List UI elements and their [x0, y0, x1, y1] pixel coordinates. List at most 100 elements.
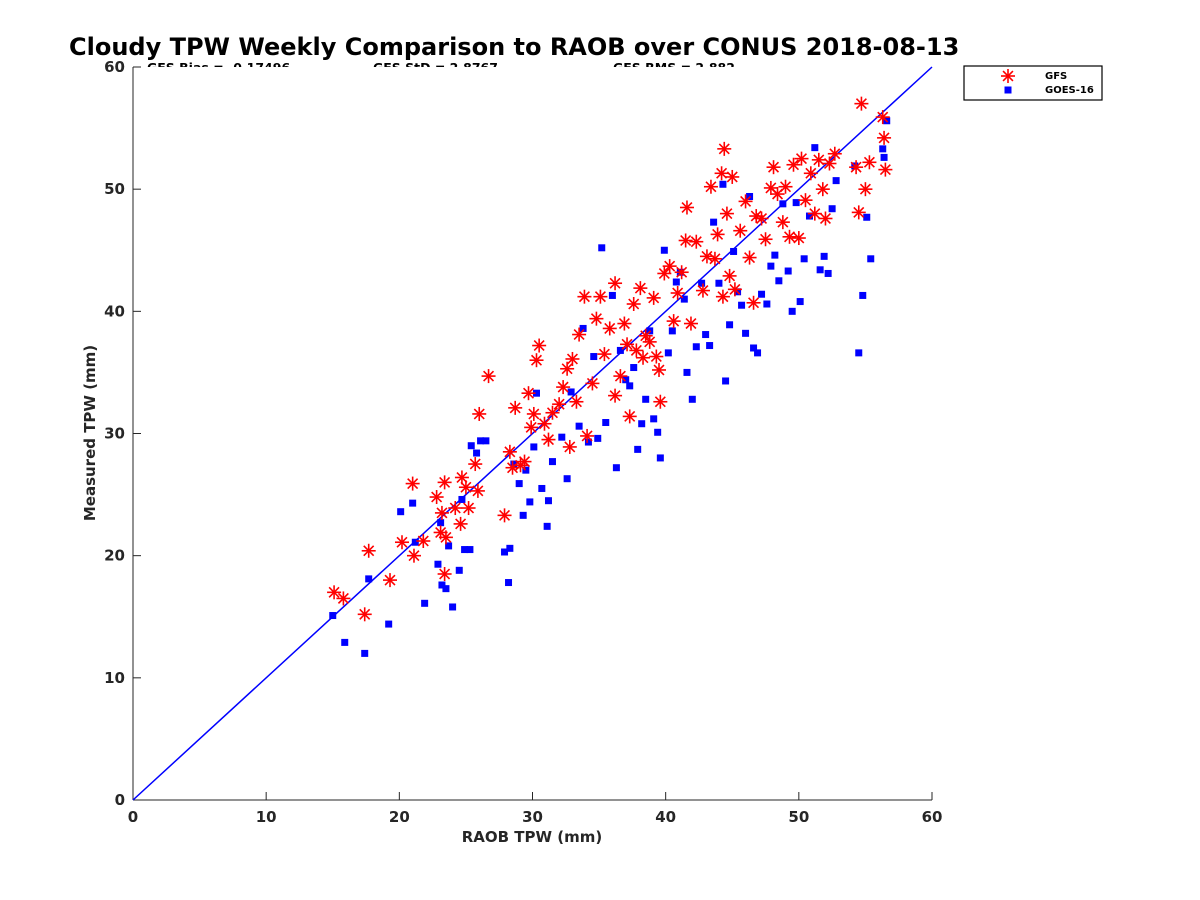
goes16-point — [548, 458, 556, 466]
gfs-point — [405, 476, 420, 491]
goes16-point — [680, 295, 688, 303]
gfs-point — [608, 276, 623, 291]
goes16-point — [530, 443, 538, 451]
y-tick-label: 0 — [115, 791, 125, 809]
goes16-point — [397, 508, 405, 516]
gfs-point — [438, 530, 453, 545]
goes16-point — [608, 291, 616, 299]
goes16-point — [519, 511, 527, 519]
x-axis-label: RAOB TPW (mm) — [462, 828, 603, 846]
gfs-point — [878, 162, 893, 177]
goes16-point — [638, 420, 646, 428]
goes16-point — [867, 255, 875, 263]
gfs-point — [357, 607, 372, 622]
gfs-point — [778, 179, 793, 194]
goes16-point — [656, 454, 664, 462]
gfs-point — [733, 223, 748, 238]
goes16-point — [754, 349, 762, 357]
goes16-point — [612, 464, 620, 472]
gfs-point — [613, 369, 628, 384]
gfs-point — [782, 229, 797, 244]
goes16-point — [385, 620, 393, 628]
gfs-point — [849, 160, 864, 175]
x-tick-label: 60 — [922, 808, 943, 826]
goes16-point — [750, 344, 758, 352]
gfs-legend-asterisk — [1001, 69, 1015, 83]
gfs-point — [803, 166, 818, 181]
goes16-point — [361, 649, 369, 657]
goes16-point — [482, 437, 490, 445]
goes16-point — [832, 177, 840, 185]
gfs-point — [822, 156, 837, 171]
x-tick-label: 20 — [389, 808, 410, 826]
gfs-point — [642, 334, 657, 349]
goes16-point — [622, 376, 630, 384]
gfs-point — [541, 432, 556, 447]
goes16-point — [796, 298, 804, 306]
goes16-point — [880, 153, 888, 161]
gfs-point — [742, 250, 757, 265]
goes16-point — [421, 599, 429, 607]
gfs-point — [703, 179, 718, 194]
gfs-point — [722, 268, 737, 283]
goes16-point — [672, 278, 680, 286]
goes16-point — [477, 437, 485, 445]
gfs-point — [715, 289, 730, 304]
goes16-point — [702, 331, 710, 339]
gfs-point — [608, 388, 623, 403]
goes16-point — [855, 349, 863, 357]
goes16-point — [742, 329, 750, 337]
gfs-point — [448, 501, 463, 516]
gfs-point — [758, 232, 773, 247]
gfs-point — [481, 369, 496, 384]
goes16-point — [668, 327, 676, 335]
goes16-point — [816, 266, 824, 274]
gfs-point — [652, 362, 667, 377]
gfs-point — [815, 182, 830, 197]
gfs-point — [646, 290, 661, 305]
y-axis-ticks: 0 10 20 30 40 50 60 — [104, 58, 141, 809]
gfs-point — [406, 548, 421, 563]
gfs-point — [678, 233, 693, 248]
y-tick-label: 50 — [104, 180, 125, 198]
legend-goes16-label: GOES-16 — [1045, 85, 1094, 96]
gfs-point — [719, 206, 734, 221]
gfs-point — [434, 505, 449, 520]
goes16-point — [698, 279, 706, 287]
gfs-point — [453, 516, 468, 531]
goes16-legend-square — [1004, 86, 1012, 94]
gfs-point — [683, 316, 698, 331]
y-tick-label: 10 — [104, 669, 125, 687]
gfs-point — [662, 259, 677, 274]
gfs-point — [537, 416, 552, 431]
goes16-point — [767, 262, 775, 270]
gfs-point — [569, 394, 584, 409]
gfs-point — [818, 211, 833, 226]
goes16-point — [730, 247, 738, 255]
goes16-point — [602, 419, 610, 427]
gfs-point — [674, 265, 689, 280]
y-tick-label: 60 — [104, 58, 125, 76]
goes16-point — [461, 546, 469, 554]
gfs-point — [738, 194, 753, 209]
gfs-point — [811, 152, 826, 167]
gfs-point — [636, 350, 651, 365]
goes16-point — [811, 144, 819, 152]
goes16-point — [544, 497, 552, 505]
gfs-point — [565, 351, 580, 366]
goes16-point — [710, 218, 718, 226]
goes16-point — [510, 460, 518, 468]
y-axis-label: Measured TPW (mm) — [81, 345, 99, 521]
goes16-point — [715, 279, 723, 287]
goes16-point — [515, 480, 523, 488]
gfs-point — [394, 535, 409, 550]
gfs-point — [524, 420, 539, 435]
x-tick-label: 40 — [655, 808, 676, 826]
goes16-point — [590, 353, 598, 361]
gfs-point — [689, 234, 704, 249]
goes16-point — [792, 199, 800, 207]
gfs-point — [526, 406, 541, 421]
gfs-point — [437, 475, 452, 490]
gfs-point — [383, 573, 398, 588]
